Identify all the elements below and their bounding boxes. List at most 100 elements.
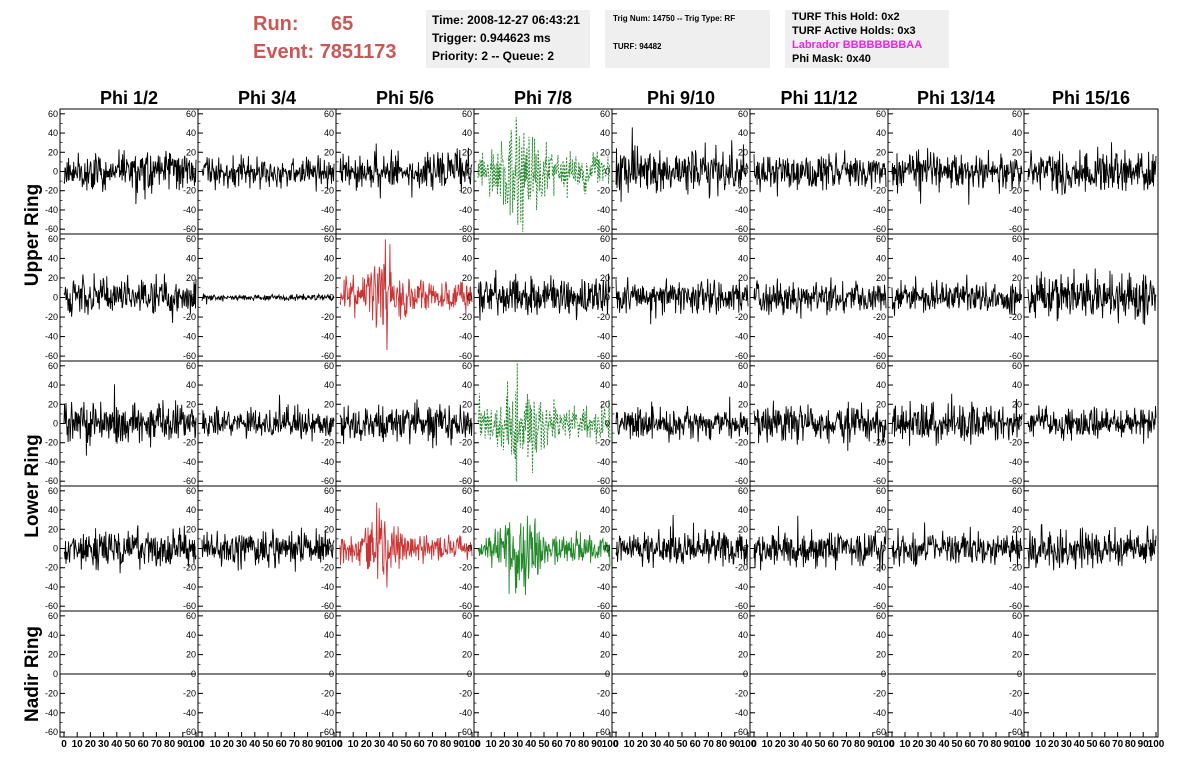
y-tick-label: -40	[597, 457, 610, 467]
y-tick-label: -20	[735, 438, 748, 448]
waveform-trace	[891, 274, 1023, 316]
y-tick-label: -20	[1009, 438, 1022, 448]
x-tick-label: 50	[676, 739, 688, 750]
y-tick-label: 40	[738, 253, 748, 263]
x-tick-label: 20	[85, 739, 97, 750]
phi-mask-text: Phi Mask: 0x40	[792, 53, 871, 65]
y-tick-label: 40	[186, 128, 196, 138]
column-title: Phi 5/6	[376, 88, 434, 108]
waveform-panel: -60 -40 -20 0 20 40 60	[183, 233, 337, 362]
waveform-panel: -60 -40 -20 0 20 40 60	[459, 233, 613, 362]
y-tick-label: -60	[183, 476, 196, 486]
x-tick-label: 30	[512, 739, 524, 750]
waveform-trace	[201, 394, 335, 442]
x-tick-label: 80	[854, 739, 866, 750]
y-tick-label: 40	[324, 505, 334, 515]
waveform-trace	[615, 396, 749, 443]
y-tick-label: 60	[48, 486, 58, 496]
x-tick-label: 60	[552, 739, 564, 750]
x-tick-label: 40	[111, 739, 123, 750]
y-tick-label: 60	[186, 611, 196, 621]
x-tick-label: 0	[613, 739, 619, 750]
waveform-trace	[615, 514, 749, 569]
y-tick-label: -20	[1009, 312, 1022, 322]
y-tick-label: -40	[459, 332, 472, 342]
y-tick-label: 60	[600, 486, 610, 496]
x-tick-label: 50	[1086, 739, 1098, 750]
y-tick-label: 0	[1017, 167, 1022, 177]
y-tick-label: -20	[321, 312, 334, 322]
y-tick-label: -60	[873, 727, 886, 737]
y-tick-label: -60	[735, 476, 748, 486]
y-tick-label: 40	[186, 253, 196, 263]
waveform-panel: -60 -40 -20 0 20 40 60	[873, 485, 1025, 612]
y-tick-label: 40	[462, 630, 472, 640]
y-tick-label: 40	[600, 505, 610, 515]
waveform-trace	[1027, 523, 1157, 571]
y-tick-label: 20	[186, 273, 196, 283]
column-title: Phi 11/12	[780, 88, 857, 108]
y-tick-label: -20	[597, 438, 610, 448]
y-tick-label: 0	[881, 419, 886, 429]
y-tick-label: -20	[321, 563, 334, 573]
y-tick-label: -40	[321, 708, 334, 718]
y-tick-label: 40	[600, 253, 610, 263]
y-tick-label: 20	[324, 399, 334, 409]
x-tick-label: 0	[199, 739, 205, 750]
waveform-panel: -60 -40 -20 0 20 40 60	[459, 360, 613, 487]
x-tick-label: 50	[124, 739, 136, 750]
y-tick-label: 20	[324, 524, 334, 534]
y-tick-label: -60	[597, 601, 610, 611]
waveform-trace	[339, 239, 473, 351]
x-tick-label: 80	[440, 739, 452, 750]
x-tick-label: 30	[236, 739, 248, 750]
y-tick-label: 0	[467, 293, 472, 303]
column-title: Phi 7/8	[514, 88, 572, 108]
x-tick-label: 90	[177, 739, 189, 750]
y-tick-label: 60	[48, 234, 58, 244]
y-tick-label: -40	[183, 332, 196, 342]
x-tick-label: 30	[374, 739, 386, 750]
y-tick-label: 60	[738, 361, 748, 371]
y-tick-label: 20	[48, 147, 58, 157]
y-tick-label: -20	[735, 688, 748, 698]
y-tick-label: -40	[183, 582, 196, 592]
y-tick-label: 40	[738, 630, 748, 640]
waveform-panel: -60 -40 -20 0 20 40 60	[1009, 108, 1159, 235]
y-tick-label: 20	[186, 399, 196, 409]
x-tick-label: 100	[188, 739, 205, 750]
x-tick-label: 0	[337, 739, 343, 750]
y-tick-label: -60	[873, 601, 886, 611]
y-tick-label: 60	[186, 361, 196, 371]
y-tick-label: -60	[459, 224, 472, 234]
y-tick-label: 60	[738, 109, 748, 119]
y-tick-label: 0	[329, 669, 334, 679]
y-tick-label: -20	[321, 688, 334, 698]
x-tick-label: 20	[361, 739, 373, 750]
y-tick-label: -60	[459, 476, 472, 486]
y-tick-label: -40	[459, 457, 472, 467]
y-tick-label: 20	[462, 399, 472, 409]
waveform-trace	[615, 277, 749, 325]
y-tick-label: -60	[873, 476, 886, 486]
y-tick-label: 0	[1017, 293, 1022, 303]
y-tick-label: -60	[459, 727, 472, 737]
y-tick-label: 0	[743, 419, 748, 429]
waveform-trace	[891, 522, 1023, 567]
y-tick-label: 60	[876, 611, 886, 621]
waveform-trace	[477, 269, 611, 321]
y-tick-label: -40	[45, 205, 58, 215]
y-tick-label: -60	[1009, 601, 1022, 611]
y-tick-label: 60	[324, 234, 334, 244]
y-tick-label: 40	[600, 630, 610, 640]
y-tick-label: 0	[881, 293, 886, 303]
y-tick-label: 40	[876, 253, 886, 263]
run-info: Run: 65 Event: 7851173	[253, 10, 396, 66]
y-tick-label: 40	[1012, 253, 1022, 263]
waveform-panel: -60 -40 -20 0 20 40 60	[45, 485, 199, 612]
y-tick-label: -20	[735, 186, 748, 196]
y-tick-label: 0	[605, 167, 610, 177]
y-tick-label: -60	[597, 224, 610, 234]
